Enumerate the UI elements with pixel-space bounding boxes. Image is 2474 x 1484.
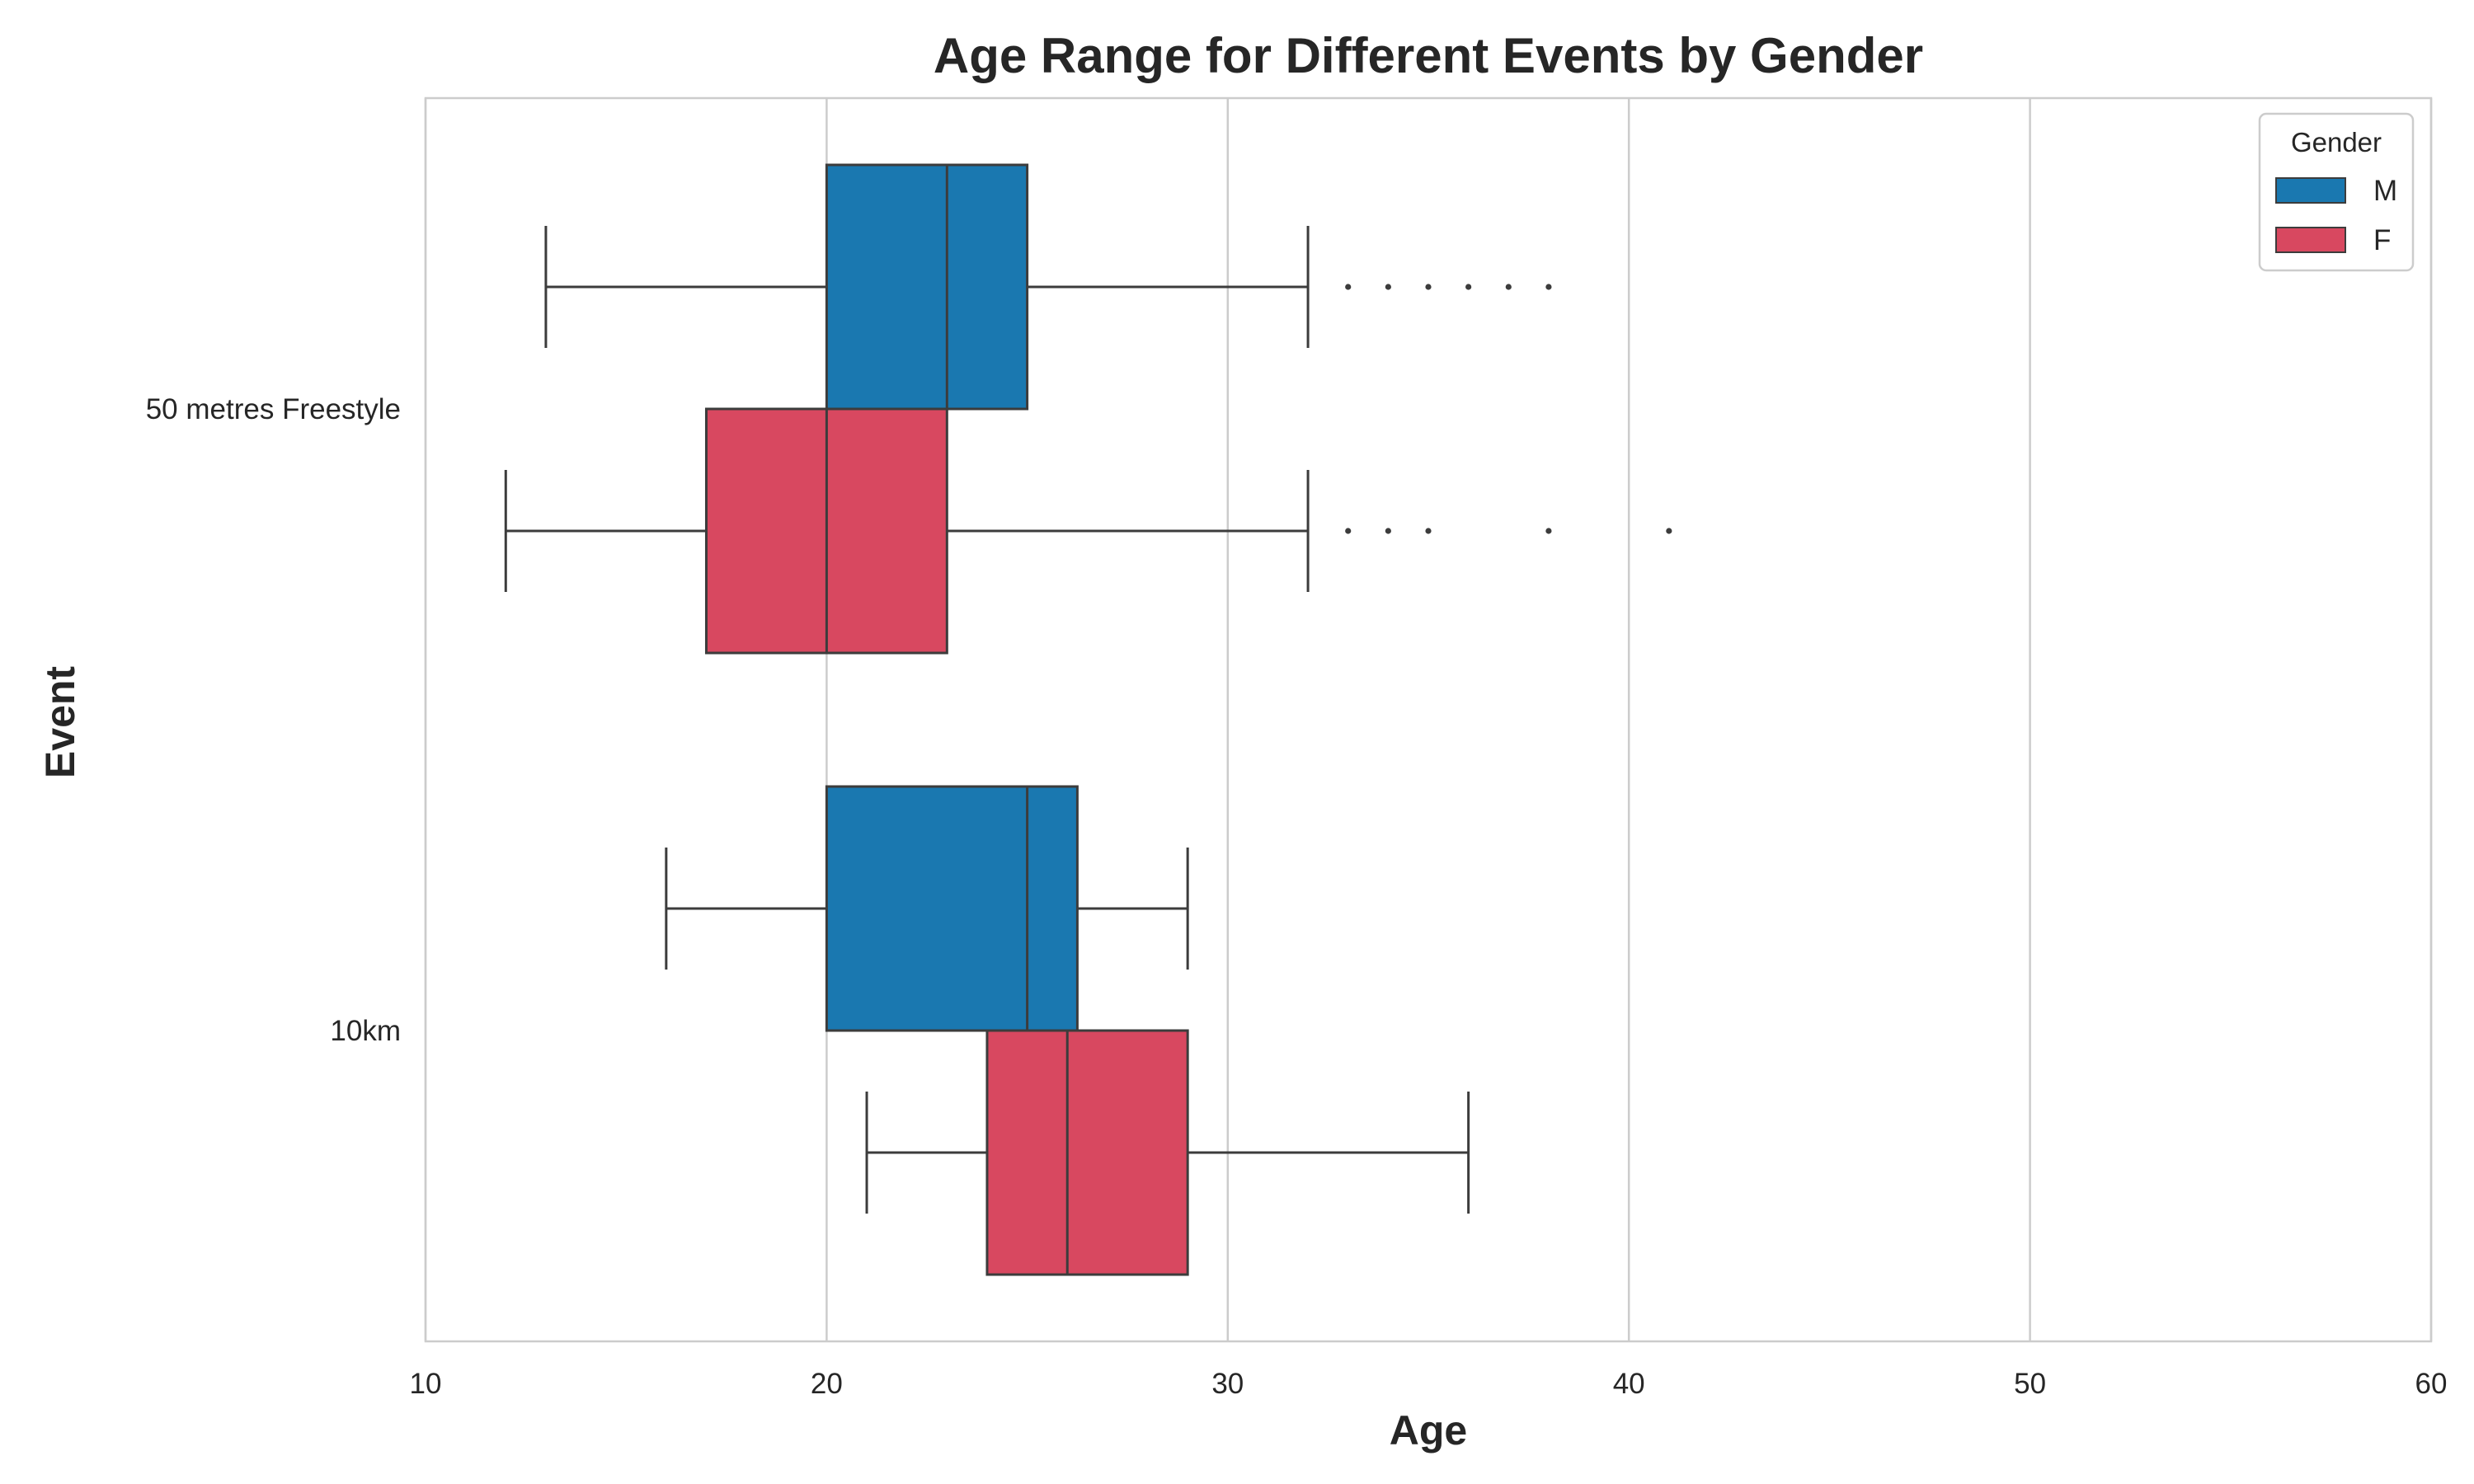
x-tick-label: 30: [1211, 1368, 1244, 1400]
legend-title: Gender: [2291, 127, 2382, 157]
box-f-1: [865, 1029, 1470, 1276]
x-tick-label: 50: [2014, 1368, 2046, 1400]
y-axis-label: Event: [37, 666, 83, 779]
outlier-point: [1425, 528, 1432, 534]
plot-frame: [424, 96, 2433, 1343]
outlier-point: [1345, 528, 1352, 534]
iqr-box: [825, 163, 1029, 411]
box-m-0: [544, 163, 1552, 411]
y-tick-label: 10km: [330, 1015, 401, 1047]
iqr-box: [985, 1029, 1189, 1276]
x-tick-label: 20: [811, 1368, 843, 1400]
chart-title: Age Range for Different Events by Gender: [934, 28, 1923, 83]
outlier-point: [1666, 528, 1672, 534]
legend-label-f: F: [2373, 224, 2391, 256]
y-tick-label: 50 metres Freestyle: [146, 393, 401, 425]
legend-swatch-f: [2275, 227, 2346, 253]
iqr-box: [825, 785, 1079, 1032]
legend-swatch-m: [2275, 177, 2346, 204]
legend: Gender M F: [2258, 112, 2415, 272]
outlier-point: [1425, 284, 1432, 290]
outlier-point: [1465, 284, 1472, 290]
outlier-point: [1345, 284, 1352, 290]
box-m-1: [665, 785, 1189, 1032]
axis-ticks: 10 20 30 40 50 60 50 metres Freestyle 10km: [146, 393, 2448, 1400]
legend-label-m: M: [2373, 175, 2397, 207]
outlier-point: [1545, 284, 1552, 290]
x-tick-label: 60: [2415, 1368, 2448, 1400]
outlier-point: [1385, 284, 1391, 290]
plot-boxes: [504, 163, 1672, 1276]
x-axis-label: Age: [1390, 1407, 1467, 1453]
outlier-point: [1385, 528, 1391, 534]
box-f-0: [504, 407, 1672, 655]
outlier-point: [1505, 284, 1512, 290]
outlier-point: [1545, 528, 1552, 534]
x-tick-label: 10: [410, 1368, 442, 1400]
x-tick-label: 40: [1613, 1368, 1645, 1400]
